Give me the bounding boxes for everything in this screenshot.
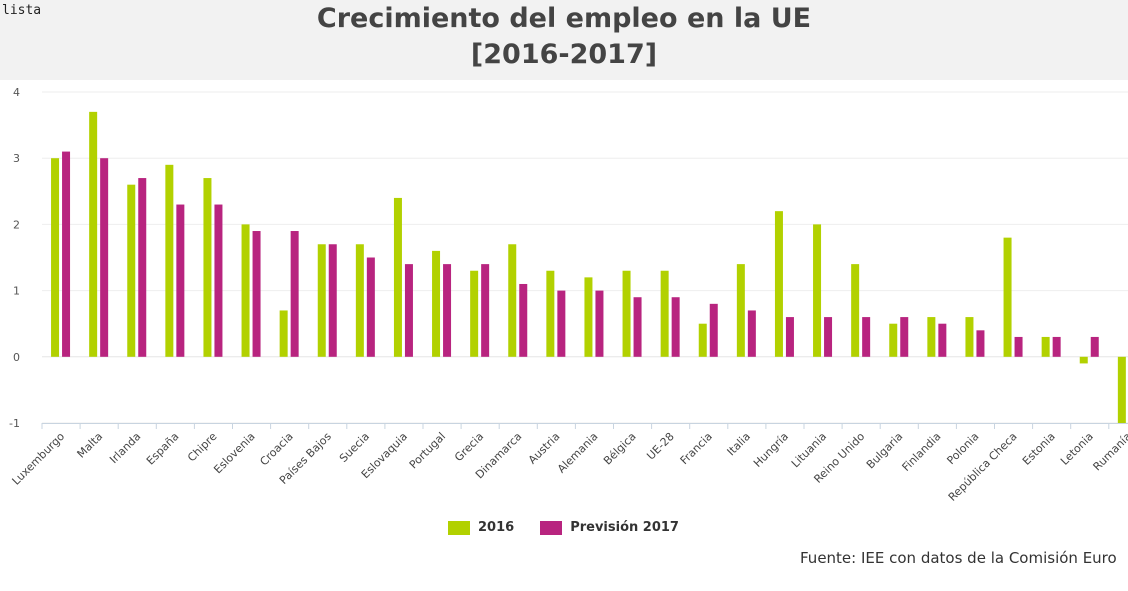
x-tick-label: Finlandia: [900, 430, 944, 474]
bar-2016: [774, 211, 783, 357]
y-tick-label: -1: [9, 417, 20, 430]
bar-2017: [138, 178, 147, 357]
bar-2016: [470, 270, 479, 357]
bar-2017: [481, 264, 490, 357]
legend: 2016 Previsión 2017: [448, 520, 679, 535]
bar-2017: [785, 317, 794, 357]
bar-2017: [1090, 336, 1099, 357]
x-tick-label: Irlanda: [107, 430, 143, 466]
legend-swatch: [448, 520, 470, 535]
bar-2017: [404, 264, 413, 357]
x-tick-label: Polonia: [944, 430, 981, 467]
bar-2016: [355, 244, 364, 357]
bar-2017: [557, 290, 566, 357]
y-tick-label: 3: [13, 152, 20, 165]
bar-2017: [938, 323, 947, 357]
bar-2016: [1117, 356, 1126, 423]
x-tick-label: Grecia: [452, 430, 486, 464]
x-tick-label: Croacia: [257, 430, 295, 468]
bar-2016: [927, 317, 936, 357]
bar-2016: [51, 158, 60, 357]
x-tick-label: Francia: [678, 430, 715, 467]
corner-label: lista: [2, 3, 42, 18]
bar-2016: [1003, 237, 1012, 357]
bar-2017: [328, 244, 337, 357]
legend-label: 2016: [478, 520, 515, 535]
x-tick-label: Portugal: [407, 430, 448, 471]
y-tick-label: 0: [13, 351, 20, 364]
bar-2016: [203, 178, 212, 357]
x-tick-label: Rumanía: [1091, 430, 1128, 473]
y-tick-label: 2: [13, 218, 20, 231]
bar-2016: [698, 323, 707, 357]
x-tick-label: Luxemburgo: [9, 430, 67, 488]
bar-2016: [279, 310, 288, 357]
bar-2016: [1079, 356, 1088, 364]
bar-2017: [519, 283, 528, 357]
bar-2017: [214, 204, 223, 357]
x-tick-label: Eslovenia: [211, 430, 257, 476]
chart-title: Crecimiento del empleo en la UE: [316, 3, 812, 34]
x-tick-label: Malta: [75, 430, 106, 461]
source-note: Fuente: IEE con datos de la Comisión Eur…: [800, 549, 1117, 567]
bar-2017: [290, 231, 299, 357]
y-tick-label: 4: [13, 86, 20, 99]
bar-2017: [1052, 336, 1061, 357]
bar-2016: [317, 244, 326, 357]
bar-2016: [546, 270, 555, 357]
bar-2016: [584, 277, 593, 357]
bar-2016: [89, 111, 98, 357]
x-tick-label: Austria: [526, 430, 563, 467]
bar-2016: [736, 264, 745, 357]
x-tick-label: Estonia: [1020, 430, 1058, 468]
bar-2017: [633, 297, 642, 357]
bar-2016: [432, 250, 441, 357]
bar-2017: [176, 204, 185, 357]
x-tick-label: República Checa: [946, 430, 1020, 504]
title-band: lista Crecimiento del empleo en la UE [2…: [0, 0, 1128, 80]
bar-2016: [965, 317, 974, 357]
x-tick-label: España: [144, 430, 182, 468]
bar-2016: [127, 184, 136, 357]
bar-2017: [862, 317, 871, 357]
x-tick-label: Suecia: [337, 430, 372, 465]
bar-2016: [241, 224, 250, 357]
bar-2017: [62, 151, 71, 357]
bar-2017: [900, 317, 909, 357]
bar-2017: [747, 310, 756, 357]
bar-2017: [976, 330, 985, 357]
x-tick-label: Letonia: [1058, 430, 1096, 468]
bar-2017: [252, 231, 261, 357]
bar-2017: [824, 317, 833, 357]
bar-2017: [595, 290, 604, 357]
x-tick-label: Alemania: [555, 430, 601, 476]
bar-2016: [813, 224, 822, 357]
x-tick-label: Italia: [725, 430, 753, 458]
x-tick-label: Hungría: [751, 430, 791, 470]
bar-2016: [851, 264, 860, 357]
legend-item-2016[interactable]: 2016: [448, 520, 514, 535]
x-tick-label: UE-28: [644, 430, 677, 463]
bar-2017: [709, 303, 718, 357]
bar-2016: [508, 244, 517, 357]
bar-2016: [622, 270, 631, 357]
legend-item-2017[interactable]: Previsión 2017: [540, 520, 679, 535]
chart-subtitle: [2016-2017]: [470, 39, 658, 70]
bar-2016: [393, 197, 402, 357]
x-tick-label: Chipre: [185, 430, 220, 465]
bar-2016: [1041, 336, 1050, 357]
bar-2017: [671, 297, 680, 357]
bar-2017: [1014, 336, 1023, 357]
legend-swatch: [540, 520, 563, 535]
y-tick-label: 1: [13, 285, 20, 298]
bar-2017: [100, 158, 109, 357]
bar-2016: [889, 323, 898, 357]
legend-label: Previsión 2017: [570, 520, 679, 535]
bar-2017: [443, 264, 452, 357]
bar-2017: [366, 257, 375, 357]
bar-2016: [165, 164, 174, 357]
x-tick-label: Bélgica: [601, 430, 639, 468]
bar-2016: [660, 270, 669, 357]
